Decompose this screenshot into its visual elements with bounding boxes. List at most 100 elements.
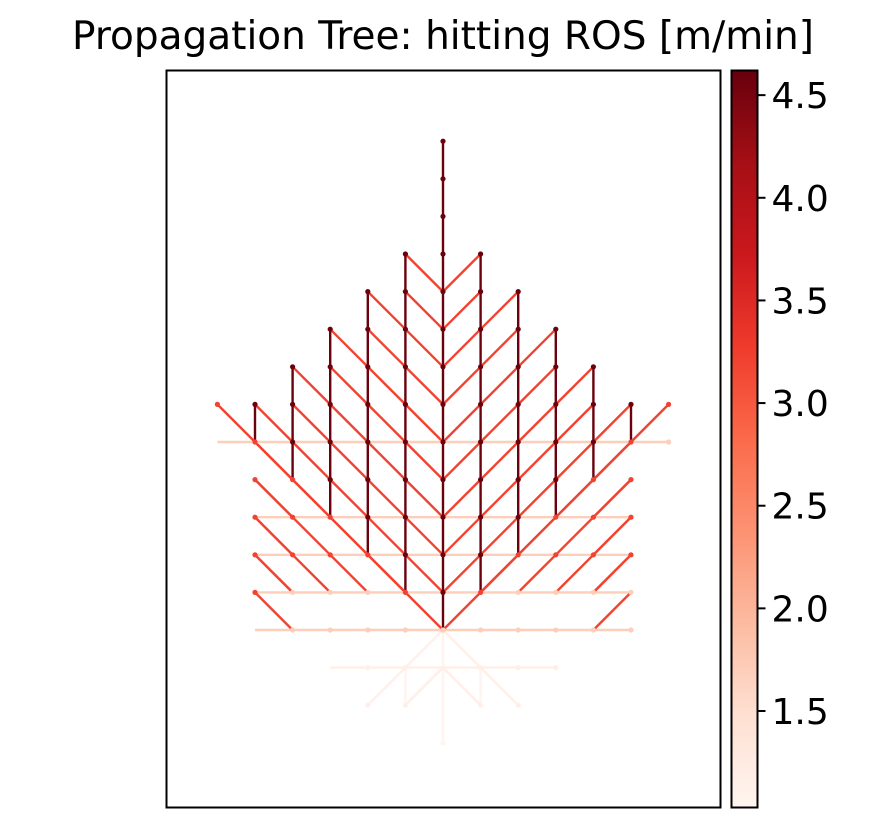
tree-edge xyxy=(479,328,520,368)
tree-node xyxy=(252,439,258,445)
tree-edge xyxy=(592,441,632,481)
tree-node xyxy=(327,627,333,633)
tree-node xyxy=(327,326,333,332)
tree-edge xyxy=(404,478,444,519)
tree-node xyxy=(402,251,408,257)
colorbar-tick-label: 2.5 xyxy=(772,487,829,528)
tree-node xyxy=(553,477,559,483)
tree-edge xyxy=(630,403,670,443)
tree-edge xyxy=(366,666,407,707)
tree-node xyxy=(290,627,296,633)
tree-edge xyxy=(254,403,294,443)
tree-nodes xyxy=(214,138,672,746)
tree-edges xyxy=(216,141,670,743)
tree-node xyxy=(252,514,258,520)
tree-edge xyxy=(554,478,595,519)
tree-node xyxy=(515,627,521,633)
tree-node xyxy=(515,477,521,483)
tree-edge xyxy=(254,478,294,519)
tree-edge xyxy=(442,253,482,293)
tree-edge xyxy=(442,403,482,443)
tree-node xyxy=(666,401,672,407)
tree-node xyxy=(365,401,371,407)
tree-node xyxy=(515,702,521,708)
tree-node xyxy=(478,702,484,708)
tree-node xyxy=(515,401,521,407)
tree-node xyxy=(553,439,559,445)
tree-edge xyxy=(366,365,407,406)
colorbar-tick-label: 3.5 xyxy=(772,281,829,322)
tree-node xyxy=(553,589,559,596)
tree-edge xyxy=(254,553,294,594)
tree-edge xyxy=(329,365,369,406)
tree-node xyxy=(440,213,446,219)
tree-edge xyxy=(442,666,482,707)
tree-edge xyxy=(442,290,482,331)
colorbar-tick-label: 4.0 xyxy=(772,179,829,220)
tree-node xyxy=(214,401,220,407)
tree-edge xyxy=(329,328,369,368)
tree-edge xyxy=(517,478,557,519)
tree-edge xyxy=(254,516,294,556)
tree-node xyxy=(327,514,333,520)
tree-node xyxy=(478,364,484,370)
tree-edge xyxy=(404,591,444,631)
tree-node xyxy=(478,289,484,295)
tree-node xyxy=(440,589,446,596)
tree-node xyxy=(666,439,672,445)
tree-node xyxy=(440,627,446,633)
colorbar-tick-label: 1.5 xyxy=(772,692,829,733)
tree-node xyxy=(440,514,446,520)
tree-node xyxy=(478,589,484,596)
tree-edge xyxy=(517,403,557,443)
tree-edge xyxy=(442,365,482,406)
tree-edge xyxy=(404,629,444,669)
tree-edge xyxy=(366,553,407,594)
tree-node xyxy=(365,326,371,332)
tree-node xyxy=(515,439,521,445)
tree-edge xyxy=(404,365,444,406)
tree-node xyxy=(327,552,333,558)
tree-node xyxy=(440,289,446,295)
tree-edge xyxy=(366,516,407,556)
colorbar-tick-label: 4.5 xyxy=(772,76,829,117)
tree-edge xyxy=(592,403,632,443)
colorbar-tick-label: 3.0 xyxy=(772,384,829,425)
tree-node xyxy=(478,552,484,558)
tree-edge xyxy=(479,441,520,481)
tree-node xyxy=(402,439,408,445)
tree-edge xyxy=(404,666,444,707)
tree-edge xyxy=(592,553,632,594)
tree-edge xyxy=(479,403,520,443)
tree-node xyxy=(515,289,521,295)
tree-node xyxy=(440,477,446,483)
tree-node xyxy=(590,401,597,407)
tree-node xyxy=(365,702,371,708)
tree-edge xyxy=(329,516,369,556)
tree-node xyxy=(440,552,446,558)
tree-node xyxy=(252,589,258,596)
tree-edge xyxy=(216,403,256,443)
tree-node xyxy=(440,326,446,332)
tree-node xyxy=(327,439,333,445)
tree-node xyxy=(290,589,296,596)
tree-node xyxy=(553,364,559,370)
tree-node xyxy=(628,627,634,633)
tree-node xyxy=(402,589,408,596)
tree-node xyxy=(553,326,559,332)
tree-node xyxy=(478,251,484,257)
tree-node xyxy=(327,589,333,596)
tree-node xyxy=(478,439,484,445)
tree-node xyxy=(553,665,559,671)
tree-edge xyxy=(479,516,520,556)
tree-node xyxy=(290,439,296,445)
tree-node xyxy=(365,364,371,370)
tree-edge xyxy=(366,478,407,519)
tree-node xyxy=(402,477,408,483)
tree-node xyxy=(365,665,371,671)
tree-edge xyxy=(479,290,520,331)
tree-edge xyxy=(404,253,444,293)
tree-edge xyxy=(291,553,332,594)
tree-node xyxy=(628,439,634,445)
tree-node xyxy=(252,552,258,558)
